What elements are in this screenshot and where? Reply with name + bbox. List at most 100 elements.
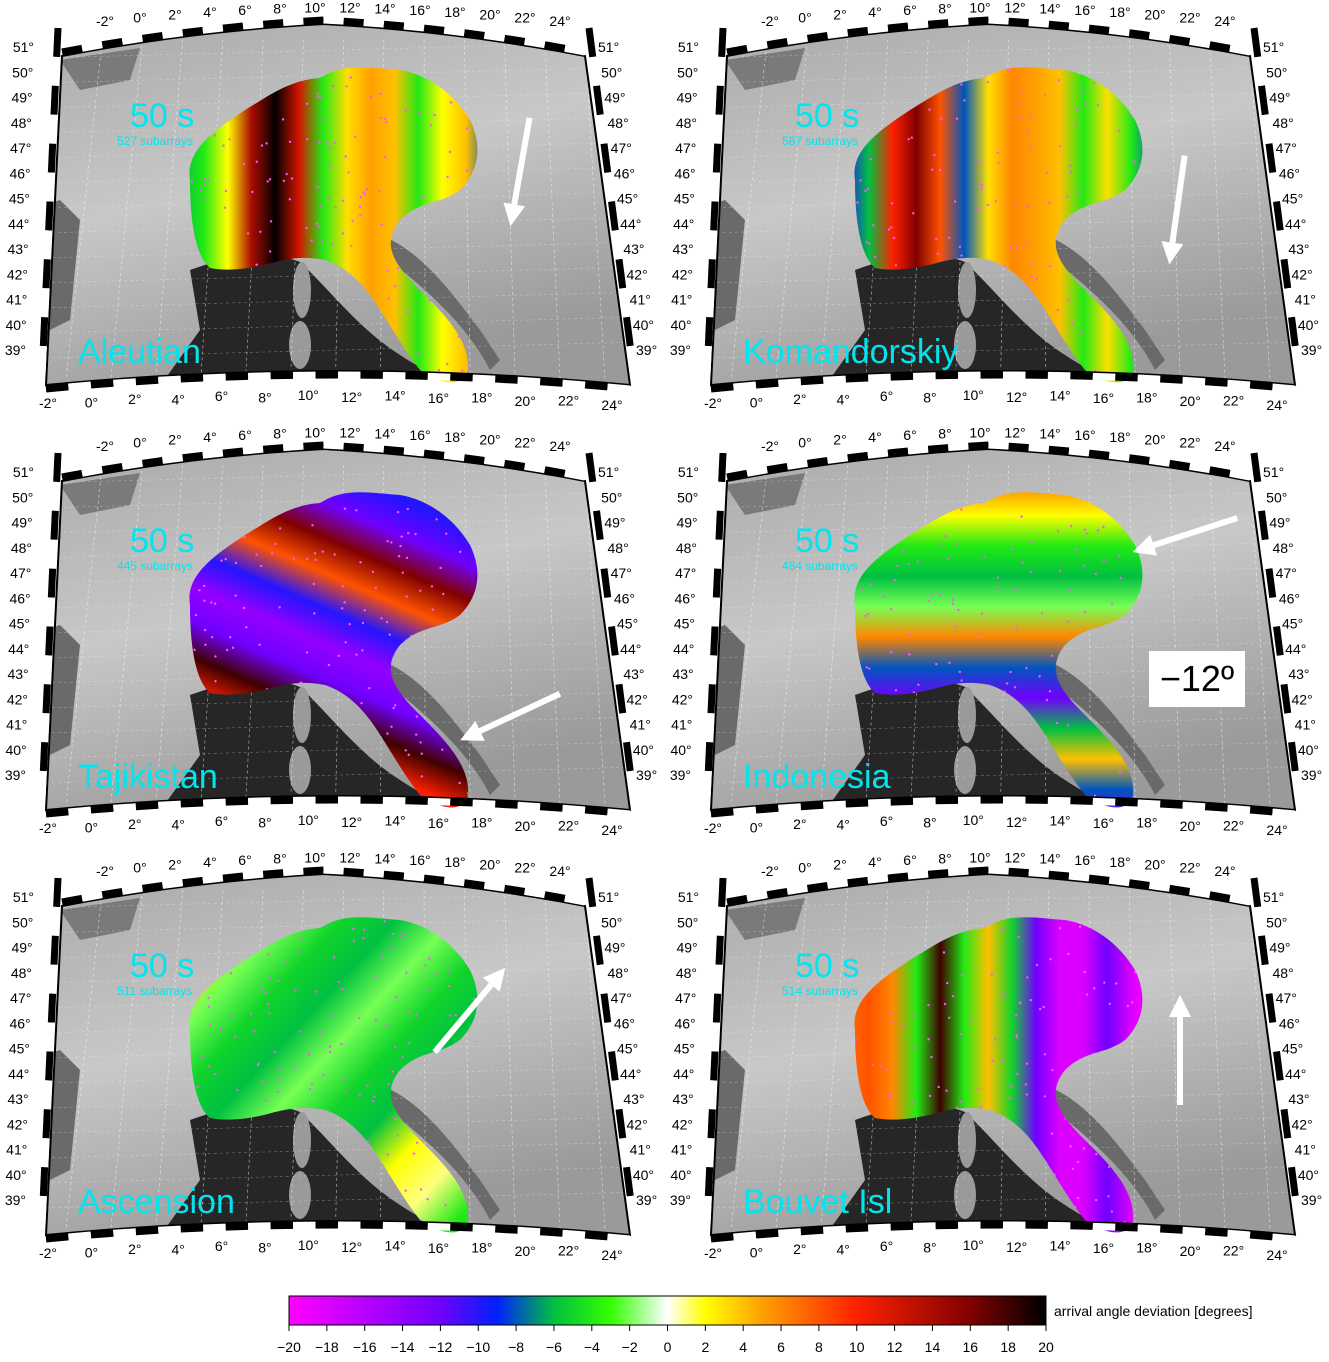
frame-segment xyxy=(727,473,747,477)
latitude-label-left: 41° xyxy=(6,292,27,308)
station-dot xyxy=(1027,129,1029,131)
station-dot xyxy=(1086,532,1088,534)
frame-segment xyxy=(608,173,612,202)
latitude-label-right: 46° xyxy=(614,590,635,606)
frame-segment xyxy=(585,810,607,812)
frame-segment xyxy=(203,377,225,378)
station-dot xyxy=(399,545,401,547)
latitude-label-left: 47° xyxy=(675,140,696,156)
subarray-count: 587 subarrays xyxy=(782,134,858,148)
latitude-label-left: 42° xyxy=(672,266,693,282)
station-dot xyxy=(341,607,343,609)
station-dot xyxy=(907,138,909,140)
latitude-label-right: 40° xyxy=(1298,742,1319,758)
latitude-label-left: 46° xyxy=(9,165,30,181)
frame-segment xyxy=(263,873,283,875)
longitude-label-top: 20° xyxy=(479,7,500,23)
frame-segment xyxy=(565,473,585,477)
frame-segment xyxy=(223,876,243,878)
frame-segment xyxy=(1093,801,1115,802)
latitude-label-left: 45° xyxy=(9,1041,30,1057)
frame-segment xyxy=(719,511,720,540)
station-dot xyxy=(322,550,324,552)
frame-segment xyxy=(51,144,52,173)
station-dot xyxy=(1058,79,1060,81)
station-dot xyxy=(418,111,420,113)
longitude-label-top: 12° xyxy=(1004,424,1025,440)
station-dot xyxy=(1030,541,1032,543)
frame-segment xyxy=(807,885,827,888)
longitude-label-top: 8° xyxy=(273,850,286,866)
longitude-label-bottom: 24° xyxy=(1266,822,1287,838)
longitude-label-top: 4° xyxy=(868,429,881,445)
colorbar-tick-label: 16 xyxy=(963,1339,979,1355)
station-dot xyxy=(1030,116,1032,118)
frame-segment xyxy=(54,936,55,965)
frame-segment xyxy=(50,598,51,627)
frame-segment xyxy=(1230,48,1250,52)
station-dot xyxy=(1002,1059,1004,1061)
frame-segment xyxy=(1129,458,1149,461)
frame-segment xyxy=(1258,57,1262,86)
frame-segment xyxy=(604,569,608,598)
station-dot xyxy=(960,679,962,681)
station-dot xyxy=(414,533,416,535)
station-dot xyxy=(344,155,346,157)
corsica-island xyxy=(958,262,976,318)
longitude-label-bottom: 4° xyxy=(171,816,184,832)
frame-segment xyxy=(183,880,203,882)
frame-segment xyxy=(615,230,619,259)
frame-segment xyxy=(563,1233,585,1235)
period-label: 50 s xyxy=(130,97,194,135)
frame-segment xyxy=(593,907,597,936)
station-dot xyxy=(872,224,874,226)
station-dot xyxy=(398,555,400,557)
longitude-label-top: 16° xyxy=(1074,852,1095,868)
colorbar-gradient xyxy=(289,1296,1046,1325)
frame-segment xyxy=(82,470,102,474)
station-dot xyxy=(1084,103,1086,105)
station-dot xyxy=(346,85,348,87)
frame-segment xyxy=(565,898,585,902)
frame-segment xyxy=(707,1196,708,1225)
station-dot xyxy=(220,559,222,561)
event-name: Ascension xyxy=(78,1183,235,1221)
longitude-label-bottom: 12° xyxy=(341,389,362,405)
station-dot xyxy=(891,202,893,204)
longitude-label-top: 8° xyxy=(938,0,951,16)
longitude-label-top: 16° xyxy=(409,2,430,18)
station-dot xyxy=(868,242,870,244)
station-dot xyxy=(322,1074,324,1076)
station-dot xyxy=(956,543,958,545)
longitude-label-top: 20° xyxy=(1144,7,1165,23)
frame-segment xyxy=(928,873,948,875)
station-dot xyxy=(1081,90,1083,92)
station-dot xyxy=(333,553,335,555)
frame-segment xyxy=(1254,453,1258,482)
latitude-label-left: 45° xyxy=(674,191,695,207)
frame-segment xyxy=(1295,771,1299,800)
longitude-label-top: 6° xyxy=(903,2,916,18)
station-dot xyxy=(284,961,286,963)
longitude-label-top: 24° xyxy=(549,13,570,29)
station-dot xyxy=(1044,1095,1046,1097)
station-dot xyxy=(1021,561,1023,563)
station-dot xyxy=(334,206,336,208)
frame-segment xyxy=(364,448,384,450)
station-dot xyxy=(424,964,426,966)
station-dot xyxy=(354,136,356,138)
frame-segment xyxy=(711,1109,712,1138)
longitude-label-bottom: 18° xyxy=(471,1239,492,1255)
station-dot xyxy=(310,239,312,241)
latitude-label-right: 49° xyxy=(1269,940,1290,956)
station-dot xyxy=(319,1032,321,1034)
frame-segment xyxy=(428,376,450,377)
frame-segment xyxy=(868,802,890,803)
colorbar: arrival angle deviation [degrees] −20−18… xyxy=(277,1296,1252,1355)
frame-segment xyxy=(68,810,90,812)
frame-segment xyxy=(444,30,464,32)
latitude-label-right: 43° xyxy=(623,1091,644,1107)
station-dot xyxy=(358,1017,360,1019)
frame-segment xyxy=(42,346,43,375)
longitude-label-top: 6° xyxy=(903,427,916,443)
